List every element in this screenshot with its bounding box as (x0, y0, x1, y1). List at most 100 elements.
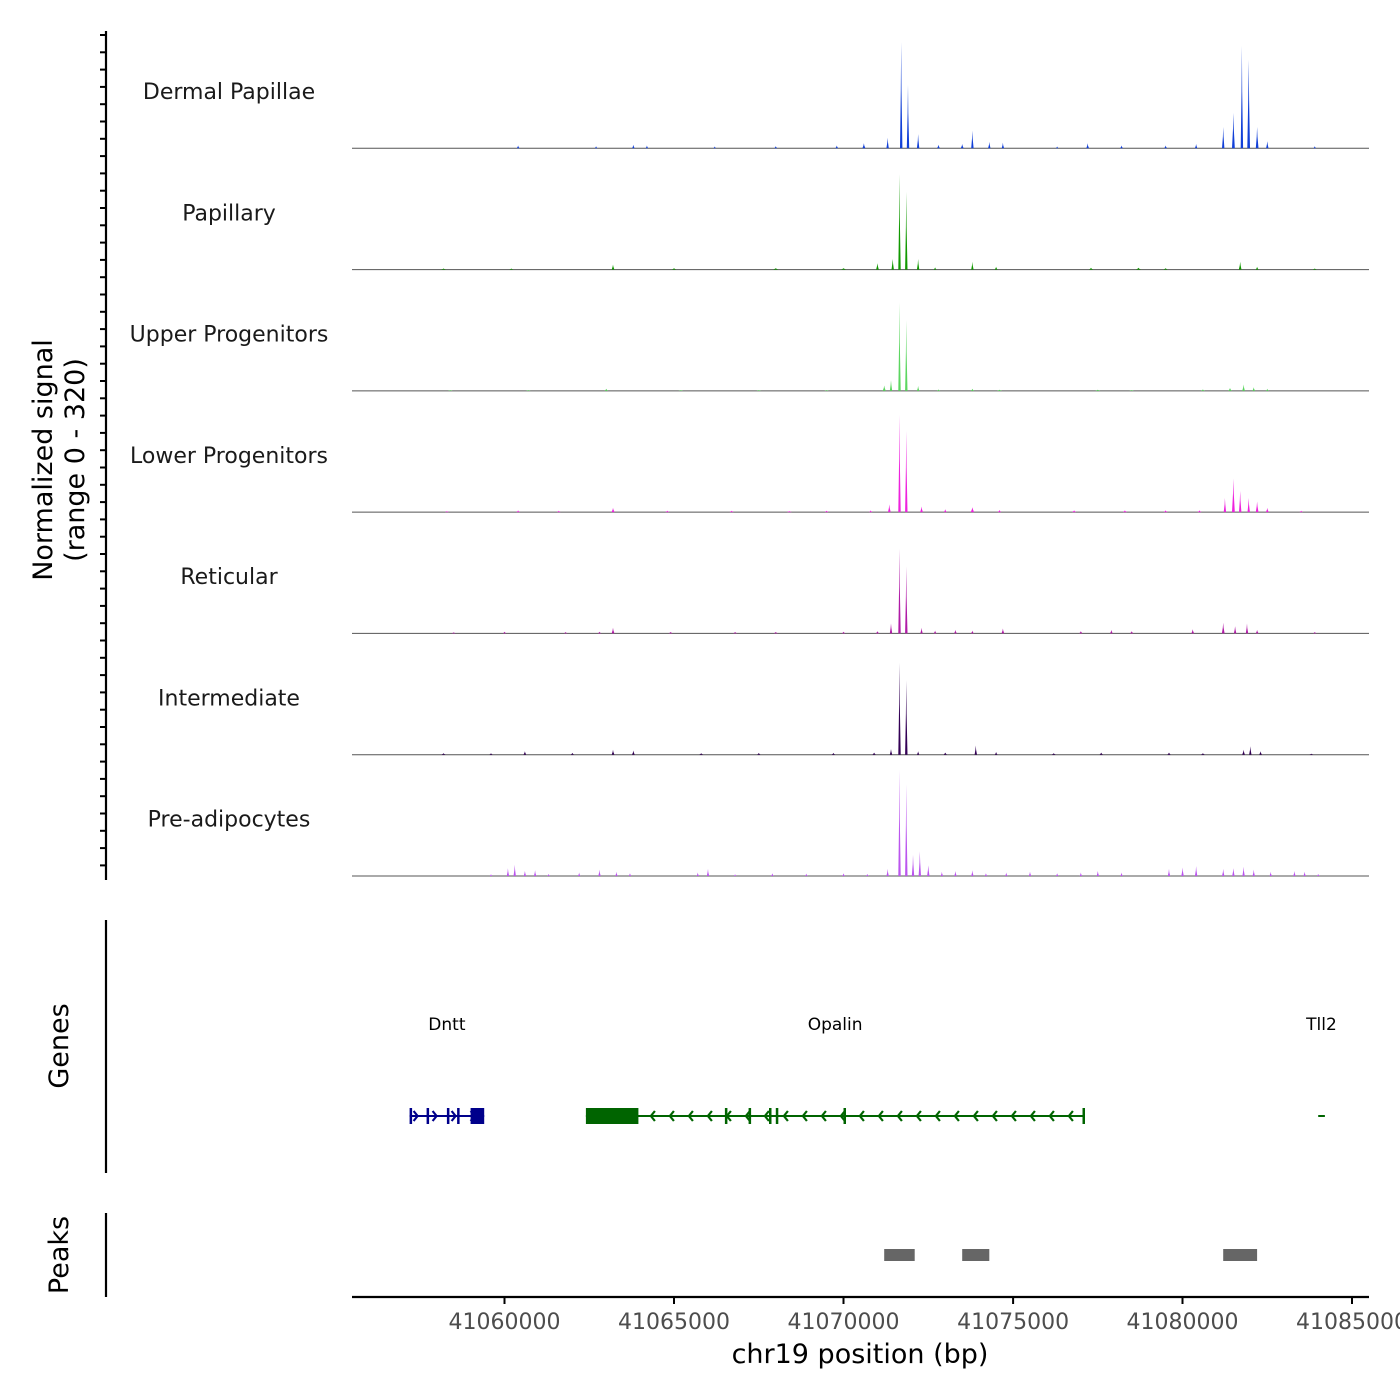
peak-region (962, 1249, 990, 1261)
exon-mark (775, 1108, 779, 1124)
signal-peak (841, 631, 846, 634)
signal-peak (628, 873, 632, 876)
signal-peak (974, 745, 977, 755)
signal-peak (1303, 871, 1306, 876)
signal-peak (1252, 387, 1256, 391)
signal-peak (824, 510, 829, 513)
signal-peak (1313, 146, 1316, 149)
gene-models: Dntt Opalin Tll2 (409, 1015, 1337, 1124)
signal-peak (604, 388, 608, 391)
signal-peak (557, 510, 561, 513)
track-upper-progenitors: Upper Progenitors (130, 302, 1369, 392)
strand-arrow (1010, 1110, 1017, 1122)
signal-peak (898, 769, 901, 876)
peak-region (1223, 1249, 1258, 1261)
signal-peak (489, 753, 493, 755)
signal-peak (1312, 268, 1317, 270)
x-tick-label: 41060000 (449, 1310, 561, 1335)
strand-arrow (953, 1110, 960, 1122)
peaks-panel: Peaks (44, 1213, 1258, 1297)
track-label: Lower Progenitors (130, 444, 328, 469)
exon-mark (843, 1108, 846, 1124)
strand-arrow (896, 1110, 903, 1122)
strand-arrow (763, 1110, 770, 1122)
signal-peak (1317, 873, 1320, 876)
gene-name: Dntt (428, 1015, 466, 1035)
signal-peak (971, 261, 974, 270)
signal-peak (970, 507, 975, 513)
signal-peak (563, 632, 568, 634)
strand-arrow (668, 1110, 675, 1122)
track-papillary: Papillary (182, 174, 1369, 271)
x-tick-label: 41070000 (788, 1310, 900, 1335)
exon-mark (409, 1108, 413, 1124)
y-axis-label-line2: (range 0 - 320) (60, 358, 91, 562)
signal-peak (1269, 871, 1272, 876)
signal-peak (1299, 510, 1303, 513)
signal-peak (597, 631, 602, 634)
exon-block (470, 1108, 485, 1124)
exon-mark (457, 1108, 460, 1124)
signal-peak (1120, 145, 1123, 149)
exon-mark (748, 1108, 752, 1124)
signal-peak (906, 84, 910, 149)
signal-peak (509, 268, 514, 270)
signal-peak (971, 130, 974, 149)
x-axis: 41060000 41065000 41070000 41075000 41080000… (352, 1295, 1400, 1370)
signal-peak (1255, 266, 1259, 270)
signal-peak (1072, 510, 1077, 513)
signal-peak (841, 268, 847, 270)
gene-dntt: Dntt (409, 1015, 485, 1124)
signal-peak (570, 752, 574, 755)
signal-peak (988, 141, 991, 149)
strand-arrow (649, 1110, 656, 1122)
signal-peak (1096, 871, 1099, 876)
signal-peak (916, 385, 920, 391)
signal-peak (1099, 752, 1103, 755)
signal-peak (916, 751, 920, 755)
signal-peak (733, 632, 738, 634)
signal-peak (805, 873, 808, 876)
signal-peak (516, 510, 520, 513)
gene-opalin: Opalin (585, 1015, 1085, 1124)
signal-peak (835, 145, 839, 149)
gene-name: Tll2 (1305, 1015, 1337, 1035)
signal-peak (943, 509, 947, 513)
signal-peak (1265, 388, 1269, 391)
track-intermediate: Intermediate (158, 662, 1369, 756)
signal-peak (1242, 749, 1245, 755)
track-label: Intermediate (158, 686, 300, 711)
signal-peak (1313, 632, 1317, 634)
strand-arrow (877, 1110, 884, 1122)
signal-peak (668, 632, 673, 634)
signal-peak (889, 749, 893, 755)
strand-arrow (915, 1110, 922, 1122)
signal-peak (994, 751, 998, 755)
signal-peak (824, 390, 830, 391)
signal-peak (1228, 388, 1232, 391)
signal-peak (933, 267, 937, 270)
coverage-panel: Dermal Papillae Papillary Upper Progenitor… (28, 31, 1369, 880)
signal-peak (886, 137, 889, 149)
signal-peak (970, 388, 975, 391)
track-label: Reticular (180, 565, 278, 590)
exon-block (585, 1108, 639, 1124)
signal-peak (1252, 869, 1255, 876)
signal-peak (927, 865, 930, 876)
signal-peak (1001, 628, 1005, 634)
signal-peak (611, 507, 615, 513)
signal-peak (672, 268, 677, 270)
signal-peak (1255, 501, 1259, 513)
signal-peak (577, 872, 581, 876)
signal-peak (1163, 268, 1168, 270)
signal-peak (882, 385, 886, 391)
signal-peak (862, 143, 866, 149)
signal-peak (773, 632, 778, 634)
signal-peak (916, 259, 920, 270)
signal-peak (444, 511, 449, 513)
strand-arrow (1067, 1110, 1074, 1122)
signal-peak (513, 864, 516, 876)
signal-peak (1242, 384, 1245, 391)
signal-peak (1055, 873, 1059, 876)
